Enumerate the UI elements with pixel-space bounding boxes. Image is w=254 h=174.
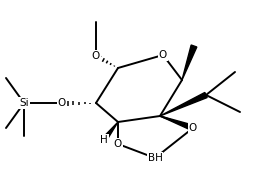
Text: O: O [91, 51, 100, 61]
Polygon shape [102, 122, 118, 141]
Text: Si: Si [19, 98, 29, 108]
Text: BH: BH [147, 153, 162, 163]
Text: O: O [158, 50, 166, 60]
Text: O: O [114, 139, 122, 149]
Text: H: H [100, 135, 107, 145]
Text: O: O [58, 98, 66, 108]
Polygon shape [159, 92, 206, 116]
Text: O: O [188, 123, 196, 133]
Polygon shape [159, 116, 193, 131]
Polygon shape [181, 45, 196, 80]
